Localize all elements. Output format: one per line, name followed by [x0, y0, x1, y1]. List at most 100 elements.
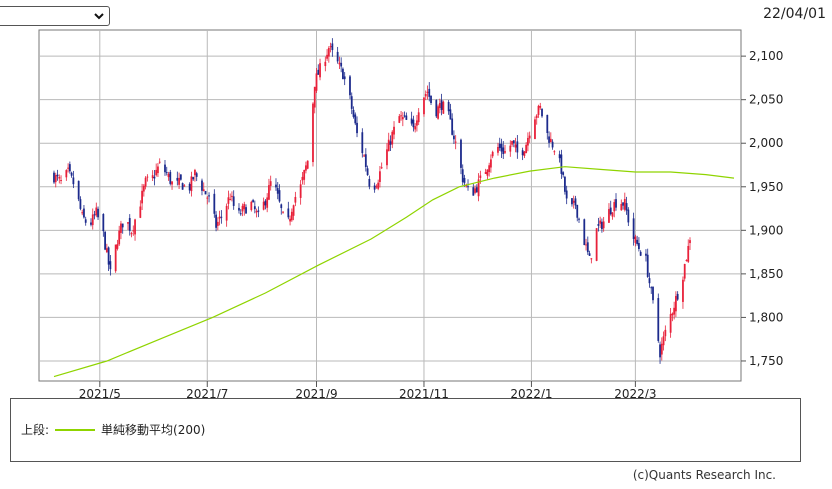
candle [127, 221, 129, 230]
candle [377, 179, 380, 191]
candle [79, 196, 82, 211]
candle [109, 255, 112, 276]
candle [169, 169, 172, 186]
candle [491, 150, 494, 159]
candle [102, 213, 105, 237]
candle [202, 182, 205, 192]
candle [373, 182, 376, 193]
candle [192, 176, 195, 181]
candle [155, 163, 158, 177]
candle [227, 190, 230, 210]
candle [650, 286, 653, 294]
candle [660, 337, 663, 361]
candle [153, 169, 156, 186]
candle [583, 218, 586, 246]
candle [442, 100, 445, 114]
candle [104, 230, 106, 251]
candle [83, 204, 85, 219]
candle [687, 239, 690, 263]
candle [356, 116, 358, 138]
candle [535, 114, 538, 125]
candle [319, 58, 321, 81]
candle [190, 171, 193, 197]
candle [646, 248, 649, 278]
candle [181, 182, 184, 190]
candle [620, 199, 623, 211]
candle [128, 214, 131, 236]
candle [590, 258, 593, 264]
candle [509, 140, 512, 157]
candle [511, 140, 513, 147]
candle [546, 114, 549, 140]
candle [294, 191, 297, 207]
candle [632, 212, 635, 246]
candle [176, 171, 179, 186]
moving-average-line [53, 166, 735, 378]
candle [405, 112, 408, 121]
candle [562, 171, 565, 178]
candle [615, 193, 617, 211]
candle [386, 143, 388, 170]
candle [551, 139, 554, 150]
candle [454, 135, 457, 150]
candle [114, 244, 117, 273]
candle [204, 190, 207, 195]
candle [53, 170, 55, 184]
candle [56, 169, 59, 181]
candle [194, 168, 196, 182]
candle [70, 171, 73, 178]
candle [364, 148, 367, 172]
candle [500, 138, 503, 159]
candle [336, 46, 339, 64]
candle [107, 246, 110, 272]
x-tick-label: 2022/1 [510, 387, 552, 400]
candle [414, 123, 417, 133]
candle [84, 216, 87, 226]
candle [636, 235, 639, 246]
candle [527, 132, 529, 152]
candle [67, 163, 69, 173]
candle [120, 220, 122, 240]
candle [657, 293, 660, 343]
x-tick-label: 2022/3 [614, 387, 656, 400]
legend-box: 上段: 単純移動平均(200) [10, 398, 801, 462]
candle [428, 82, 431, 102]
candle [116, 239, 119, 251]
candle [243, 201, 246, 216]
candle [313, 86, 316, 114]
legend-ma-label: 単純移動平均(200) [101, 423, 206, 437]
candle [157, 163, 159, 177]
candle [315, 68, 318, 94]
candle [523, 150, 526, 159]
candle [303, 169, 306, 185]
candle [576, 204, 579, 222]
candle [317, 64, 320, 75]
candle [264, 199, 267, 210]
y-tick-label: 1,800 [749, 310, 783, 324]
candle [58, 174, 61, 184]
x-tick-label: 2021/7 [186, 387, 228, 400]
candle [627, 207, 630, 227]
candle [560, 149, 563, 179]
candle [613, 199, 616, 218]
candle [572, 195, 575, 209]
candle [512, 140, 515, 148]
candle [601, 218, 603, 233]
candle [142, 183, 145, 197]
candle [586, 236, 589, 255]
candle [368, 175, 371, 190]
candle [460, 138, 462, 175]
candle [565, 185, 568, 205]
period-select[interactable] [0, 6, 110, 26]
candle [290, 208, 293, 222]
candle [134, 218, 136, 241]
candle [426, 85, 429, 100]
grid-lines [39, 30, 741, 381]
candle [558, 150, 561, 163]
candle [574, 195, 577, 210]
candle [675, 291, 677, 317]
candle [671, 312, 674, 322]
candle [475, 184, 478, 193]
candle [195, 171, 198, 182]
candle [366, 165, 369, 176]
